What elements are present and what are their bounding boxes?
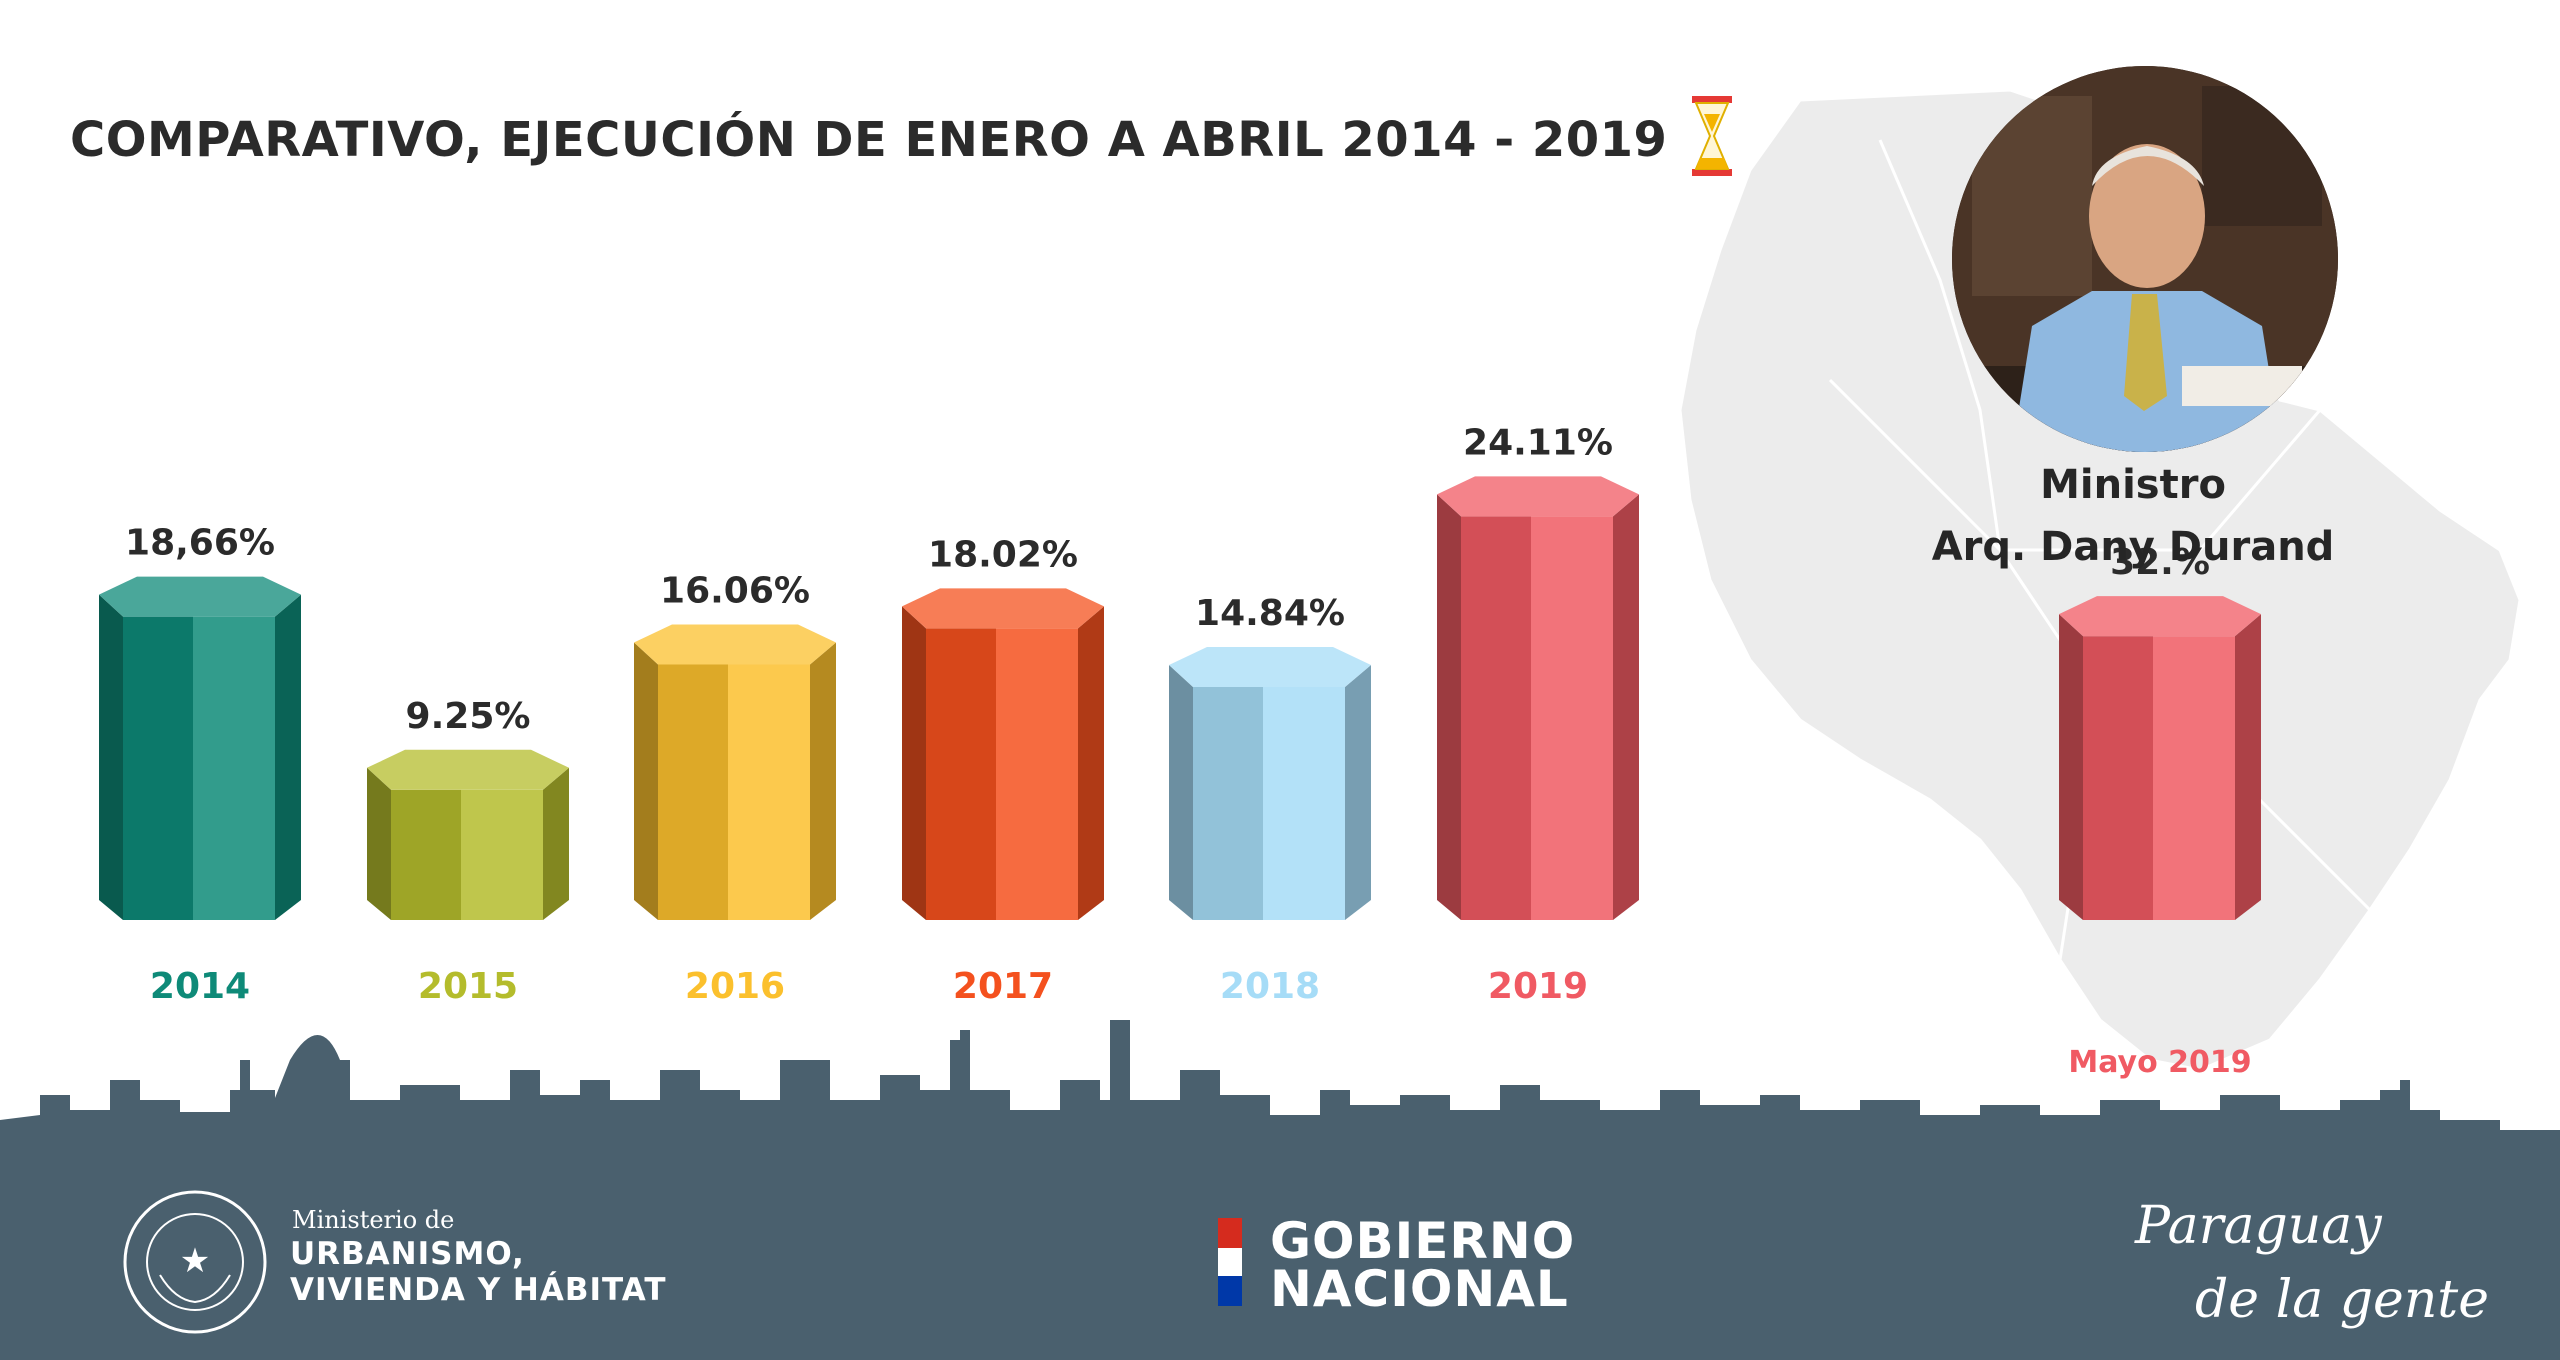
bar-2017 xyxy=(902,588,1104,920)
slogan-line1: Paraguay xyxy=(2135,1196,2382,1256)
bar-2014 xyxy=(99,576,301,920)
gobierno-label-line1: GOBIERNO xyxy=(1270,1212,1576,1270)
ministry-label-line3: VIVIENDA Y HÁBITAT xyxy=(290,1272,667,1308)
bar-2018-front-left-face xyxy=(1193,686,1263,920)
bar-2017-right-face xyxy=(1078,606,1104,920)
hourglass-icon xyxy=(1692,96,1732,176)
bar-2016-category-label: 2016 xyxy=(685,966,785,1007)
bar-2018-category-label: 2018 xyxy=(1220,966,1320,1007)
bar-2019-category-label: 2019 xyxy=(1488,966,1588,1007)
bar-2019 xyxy=(1437,476,1639,920)
bar-mayo-2019-value-label: 32.% xyxy=(2110,542,2210,583)
bar-2017-top-face xyxy=(902,588,1104,629)
minister-portrait xyxy=(1952,66,2338,452)
bar-2014-value-label: 18,66% xyxy=(125,523,275,564)
bar-2014-category-label: 2014 xyxy=(150,966,250,1007)
bar-2014-left-face xyxy=(99,594,123,920)
bar-2017-front-left-face xyxy=(926,628,996,920)
bar-2017-front-right-face xyxy=(996,628,1078,920)
bar-2015-value-label: 9.25% xyxy=(406,696,531,737)
bar-mayo-2019-category-label: Mayo 2019 xyxy=(2068,1045,2251,1080)
minister-role: Ministro xyxy=(2040,462,2226,508)
bar-2018-left-face xyxy=(1169,664,1193,920)
bar-2016-front-right-face xyxy=(728,664,810,920)
bar-2018-right-face xyxy=(1345,664,1371,920)
bar-2019-top-face xyxy=(1437,476,1639,517)
bar-2014-front-right-face xyxy=(193,616,275,920)
bar-2019-value-label: 24.11% xyxy=(1463,422,1613,463)
bar-2018-value-label: 14.84% xyxy=(1195,593,1345,634)
bar-2019-front-left-face xyxy=(1461,516,1531,920)
bar-mayo-2019-front-right-face xyxy=(2153,636,2235,920)
bar-2015-front-right-face xyxy=(461,789,543,920)
bar-mayo-2019-top-face xyxy=(2059,596,2261,637)
chart-title: COMPARATIVO, EJECUCIÓN DE ENERO A ABRIL … xyxy=(70,112,1668,168)
bar-2016-front-left-face xyxy=(658,664,728,920)
bar-2015-front-left-face xyxy=(391,789,461,920)
bar-2016-left-face xyxy=(634,642,658,920)
svg-text:★: ★ xyxy=(180,1241,210,1281)
bar-mayo-2019-left-face xyxy=(2059,614,2083,920)
slogan-line2: de la gente xyxy=(2195,1270,2489,1330)
bar-mayo-2019-right-face xyxy=(2235,614,2261,920)
bar-2014-front-left-face xyxy=(123,616,193,920)
minister-photo xyxy=(1952,66,2338,452)
gobierno-label-line2: NACIONAL xyxy=(1270,1260,1569,1318)
paraguay-flag-mark xyxy=(1218,1218,1242,1306)
bar-2015-category-label: 2015 xyxy=(418,966,518,1007)
bar-2015-top-face xyxy=(367,749,569,790)
bar-mayo-2019-front-left-face xyxy=(2083,636,2153,920)
bar-2017-value-label: 18.02% xyxy=(928,534,1078,575)
bar-2019-front-right-face xyxy=(1531,516,1613,920)
bar-2014-right-face xyxy=(275,594,301,920)
bar-2018-front-right-face xyxy=(1263,686,1345,920)
ministry-label-line2: URBANISMO, xyxy=(290,1236,525,1272)
bar-2016-top-face xyxy=(634,624,836,665)
bar-2015 xyxy=(367,749,569,920)
bar-2019-right-face xyxy=(1613,494,1639,920)
minister-name: Arq. Dany Durand xyxy=(1931,524,2335,570)
ministry-label-small: Ministerio de xyxy=(292,1206,455,1234)
bar-2016-value-label: 16.06% xyxy=(660,570,810,611)
ministry-seal: ★ xyxy=(123,1190,267,1334)
bar-2019-left-face xyxy=(1437,494,1461,920)
bar-2015-left-face xyxy=(367,767,391,920)
bar-2017-category-label: 2017 xyxy=(953,966,1053,1007)
bar-2016 xyxy=(634,624,836,920)
bar-2015-right-face xyxy=(543,767,569,920)
bar-2017-left-face xyxy=(902,606,926,920)
bar-2016-right-face xyxy=(810,642,836,920)
bar-2014-top-face xyxy=(99,576,301,617)
bar-2018-top-face xyxy=(1169,646,1371,687)
bar-2018 xyxy=(1169,646,1371,920)
bar-mayo-2019 xyxy=(2059,596,2261,920)
